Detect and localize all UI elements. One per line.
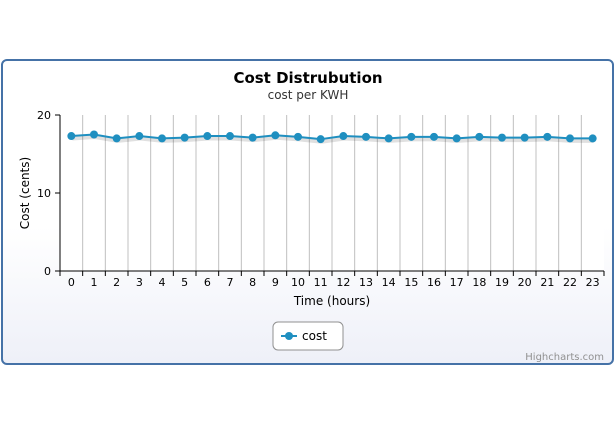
y-tick-label: 0 <box>44 265 51 278</box>
y-axis-title: Cost (cents) <box>18 157 32 229</box>
grid-lines <box>82 115 582 271</box>
legend[interactable]: cost <box>272 321 344 351</box>
x-tick-label: 17 <box>450 276 464 289</box>
data-point[interactable] <box>520 133 529 142</box>
x-axis-title: Time (hours) <box>293 294 370 308</box>
data-point[interactable] <box>543 132 552 141</box>
data-point[interactable] <box>339 132 348 141</box>
data-point[interactable] <box>294 132 302 141</box>
series-layer <box>67 130 597 144</box>
data-point[interactable] <box>248 133 257 142</box>
data-point[interactable] <box>566 134 574 143</box>
data-point[interactable] <box>362 132 370 141</box>
x-tick-label: 20 <box>518 276 532 289</box>
x-tick-label: 3 <box>136 276 143 289</box>
data-point[interactable] <box>384 134 393 143</box>
x-tick-label: 21 <box>540 276 554 289</box>
data-point[interactable] <box>316 135 325 144</box>
x-tick-label: 8 <box>249 276 256 289</box>
credits-link[interactable]: Highcharts.com <box>525 352 604 363</box>
x-tick-label: 4 <box>159 276 166 289</box>
x-tick-label: 22 <box>563 276 577 289</box>
x-tick-label: 11 <box>314 276 328 289</box>
x-tick-label: 1 <box>91 276 98 289</box>
data-point[interactable] <box>226 132 234 141</box>
chart-title: Cost Distrubution <box>233 69 382 87</box>
x-tick-label: 7 <box>227 276 234 289</box>
data-point[interactable] <box>135 132 144 141</box>
x-tick-label: 5 <box>181 276 188 289</box>
x-tick-label: 12 <box>336 276 350 289</box>
data-point[interactable] <box>475 132 484 141</box>
x-tick-label: 0 <box>68 276 75 289</box>
x-tick-label: 13 <box>359 276 373 289</box>
x-tick-label: 6 <box>204 276 211 289</box>
x-tick-label: 16 <box>427 276 441 289</box>
x-tick-label: 9 <box>272 276 279 289</box>
chart-subtitle: cost per KWH <box>268 88 349 102</box>
data-point[interactable] <box>430 132 438 141</box>
data-point[interactable] <box>90 130 98 139</box>
data-point[interactable] <box>158 134 166 143</box>
data-point[interactable] <box>498 133 506 142</box>
legend-box <box>272 321 344 351</box>
x-tick-label: 19 <box>495 276 509 289</box>
y-tick-label: 10 <box>37 187 51 200</box>
data-point[interactable] <box>112 134 121 143</box>
x-tick-label: 18 <box>472 276 486 289</box>
data-point[interactable] <box>180 133 189 142</box>
data-point[interactable] <box>452 134 461 143</box>
data-point[interactable] <box>271 131 280 140</box>
data-point[interactable] <box>67 132 76 141</box>
legend-item-cost[interactable]: cost <box>302 329 327 343</box>
y-tick-label: 20 <box>37 109 51 122</box>
x-tick-label: 23 <box>586 276 600 289</box>
x-tick-label: 10 <box>291 276 305 289</box>
x-tick-label: 14 <box>382 276 396 289</box>
x-tick-label: 15 <box>404 276 418 289</box>
data-point[interactable] <box>203 132 212 141</box>
legend-marker-icon <box>285 332 293 340</box>
data-point[interactable] <box>407 132 416 141</box>
x-tick-label: 2 <box>113 276 120 289</box>
data-point[interactable] <box>588 134 597 143</box>
